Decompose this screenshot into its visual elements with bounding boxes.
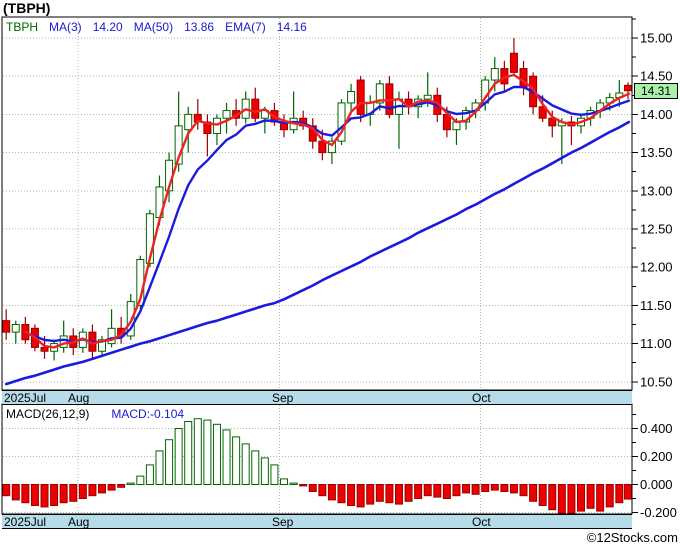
candles (2, 38, 632, 361)
svg-text:14.50: 14.50 (640, 69, 673, 84)
legend-ema7-value: 14.16 (276, 20, 307, 34)
svg-text:11.50: 11.50 (640, 298, 672, 313)
copyright-watermark: ©12Stocks.com (586, 530, 678, 545)
svg-text:12.50: 12.50 (640, 222, 673, 237)
x-axis-label-aug-2: Aug (68, 515, 90, 529)
macd-value-label: MACD:-0.104 (111, 407, 185, 421)
macd-bars (2, 418, 632, 514)
panel-borders (1, 16, 633, 515)
last-price-badge: 14.31 (634, 83, 678, 99)
svg-text:10.50: 10.50 (640, 374, 673, 389)
x-axis-strip-lower: 2025Jul Aug Sep Oct (2, 514, 632, 529)
x-axis-label-oct: Oct (472, 391, 491, 405)
legend-ma3-label: MA(3) (49, 20, 82, 34)
svg-text:15.00: 15.00 (640, 31, 673, 46)
legend-ma3-value: 14.20 (92, 20, 123, 34)
svg-text:0.400: 0.400 (640, 421, 673, 436)
legend-ma50-value: 13.86 (184, 20, 215, 34)
x-axis-strip-upper: 2025Jul Aug Sep Oct (2, 390, 632, 405)
legend-symbol: TBPH (6, 20, 39, 34)
x-axis-label-sep-2: Sep (272, 515, 294, 529)
x-axis-label-jul-2: 2025Jul (4, 515, 47, 529)
x-axis-label-aug: Aug (68, 391, 90, 405)
y-axis: 15.00 14.50 14.00 13.50 13.00 12.50 12.00 11.50… (632, 18, 677, 520)
svg-text:12.00: 12.00 (640, 260, 673, 275)
x-axis-label-sep: Sep (272, 391, 294, 405)
svg-text:13.00: 13.00 (640, 183, 673, 198)
svg-text:14.00: 14.00 (640, 107, 673, 122)
svg-text:0.200: 0.200 (640, 449, 673, 464)
svg-text:13.50: 13.50 (640, 145, 673, 160)
overlay-lines (4, 73, 631, 386)
svg-text:11.00: 11.00 (640, 336, 672, 351)
gridlines (3, 18, 631, 513)
svg-text:0.000: 0.000 (640, 477, 673, 492)
price-legend: TBPH MA(3) 14.20 MA(50) 13.86 EMA(7) 14.16 (6, 20, 318, 34)
page-title: (TBPH) (3, 0, 51, 16)
svg-text:-0.200: -0.200 (640, 505, 677, 520)
macd-params-label: MACD(26,12,9) (6, 407, 90, 421)
x-axis-label-oct-2: Oct (472, 515, 491, 529)
macd-legend: MACD(26,12,9) MACD:-0.104 (6, 407, 184, 421)
x-axis-label-jul: 2025Jul (4, 391, 47, 405)
legend-ema7-label: EMA(7) (225, 20, 266, 34)
legend-ma50-label: MA(50) (133, 20, 174, 34)
